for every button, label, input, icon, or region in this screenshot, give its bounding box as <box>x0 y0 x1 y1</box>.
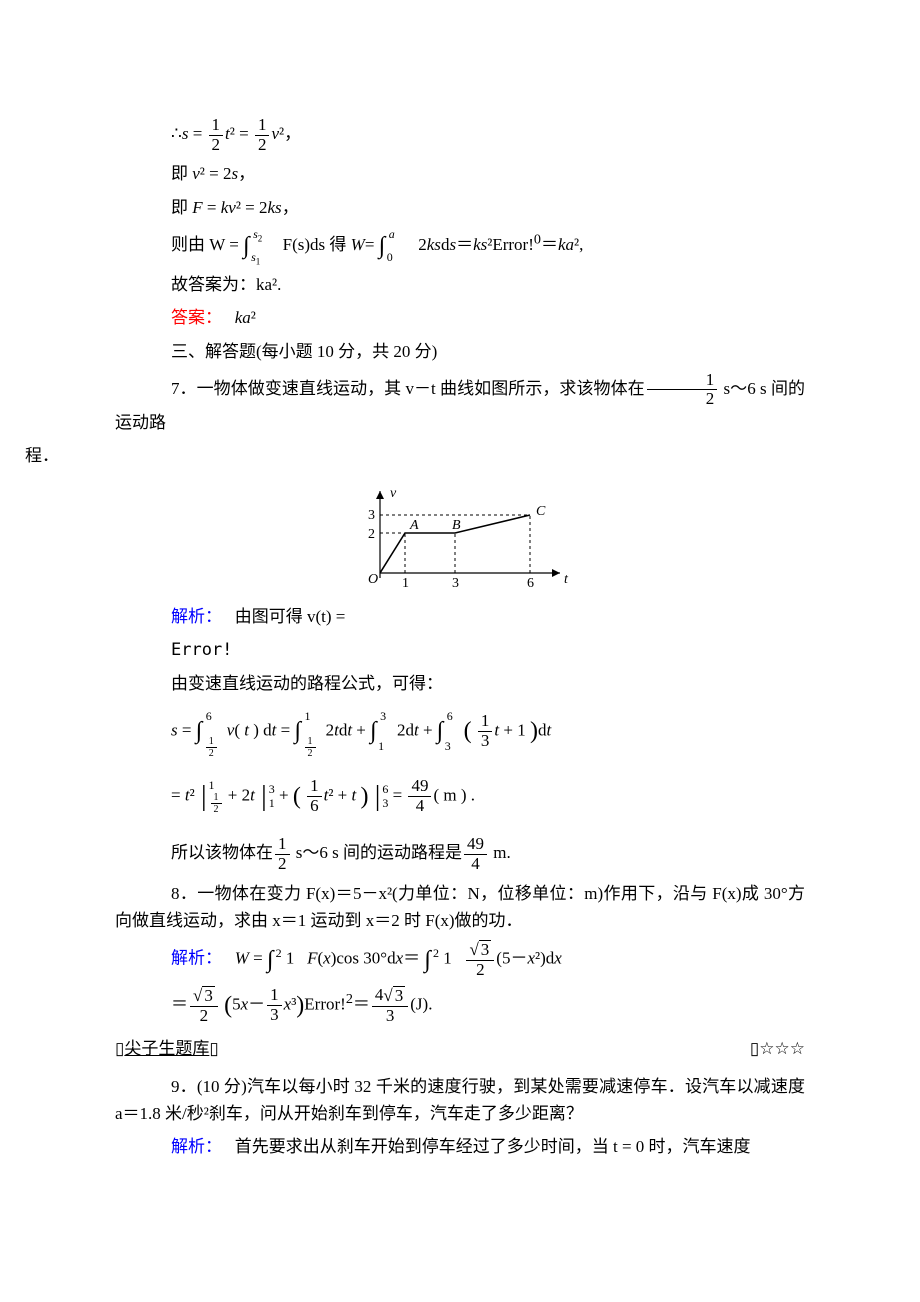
svg-text:C: C <box>536 504 546 519</box>
q8-solution-2: ＝√32 (5x－13x³)Error!2＝4√33(J). <box>115 986 805 1026</box>
vt-chart: v t O 1 3 6 2 3 A B C <box>115 483 805 593</box>
svg-text:3: 3 <box>368 508 375 523</box>
q7-solution-3: 所以该物体在12 s～6 s 间的运动路程是494 m. <box>115 835 805 873</box>
equation-W: 则由 W = ∫s2s1 F(s)ds 得 W= ∫a0 2ksds＝ks²Er… <box>171 227 805 265</box>
tiku-row: ▯尖子生题库▯ ▯☆☆☆ <box>115 1035 805 1062</box>
q8-solution-1: 解析： W = ∫2 1 F(x)cos 30°dx＝ ∫2 1 √32(5－x… <box>115 940 805 980</box>
equation-answer-line: 故答案为：ka². <box>171 271 805 298</box>
svg-text:3: 3 <box>452 576 459 591</box>
q7-solution-2: 由变速直线运动的路程公式，可得： <box>115 670 805 697</box>
svg-text:6: 6 <box>527 576 534 591</box>
q9-text: 9．(10 分)汽车以每小时 32 千米的速度行驶，到某处需要减速停车．设汽车以… <box>115 1073 805 1127</box>
equation-F: 即 F = kv² = 2ks， <box>171 194 805 221</box>
svg-text:O: O <box>368 572 378 587</box>
answer-line: 答案： ka² <box>171 304 805 331</box>
q9-solution-1: 解析： 首先要求出从刹车开始到停车经过了多少时间，当 t = 0 时，汽车速度 <box>115 1133 805 1160</box>
q7-error: Error! <box>115 637 805 664</box>
q7-solution-1: 解析： 由图可得 v(t) = <box>115 603 805 630</box>
equation-v2: 即 v² = 2s， <box>171 160 805 187</box>
jiexi-label-3: 解析： <box>171 1137 222 1156</box>
svg-text:1: 1 <box>402 576 409 591</box>
jiexi-label-2: 解析： <box>171 949 222 968</box>
answer-label: 答案： <box>171 308 222 327</box>
q7-text-cont: 程． <box>25 442 805 469</box>
svg-text:t: t <box>564 572 569 587</box>
q7-integral-line2: = t² |112 + 2t |31 + ( 16t² + t ) |63 = … <box>115 766 805 828</box>
q7-integral-line1: s = ∫612 v( t ) dt = ∫112 2tdt + ∫31 2dt… <box>115 705 805 758</box>
q7-text: 7．一物体做变速直线运动，其 v－t 曲线如图所示，求该物体在12 s～6 s … <box>115 371 805 437</box>
svg-text:v: v <box>390 486 397 501</box>
q8-text: 8．一物体在变力 F(x)＝5－x²(力单位：N，位移单位：m)作用下，沿与 F… <box>115 880 805 934</box>
svg-text:2: 2 <box>368 527 375 542</box>
svg-text:B: B <box>452 518 461 533</box>
jiexi-label: 解析： <box>171 607 222 626</box>
equation-s: ∴s = 12t² = 12v²， <box>171 116 805 154</box>
section-3-heading: 三、解答题(每小题 10 分，共 20 分) <box>171 338 805 365</box>
svg-text:A: A <box>409 518 419 533</box>
